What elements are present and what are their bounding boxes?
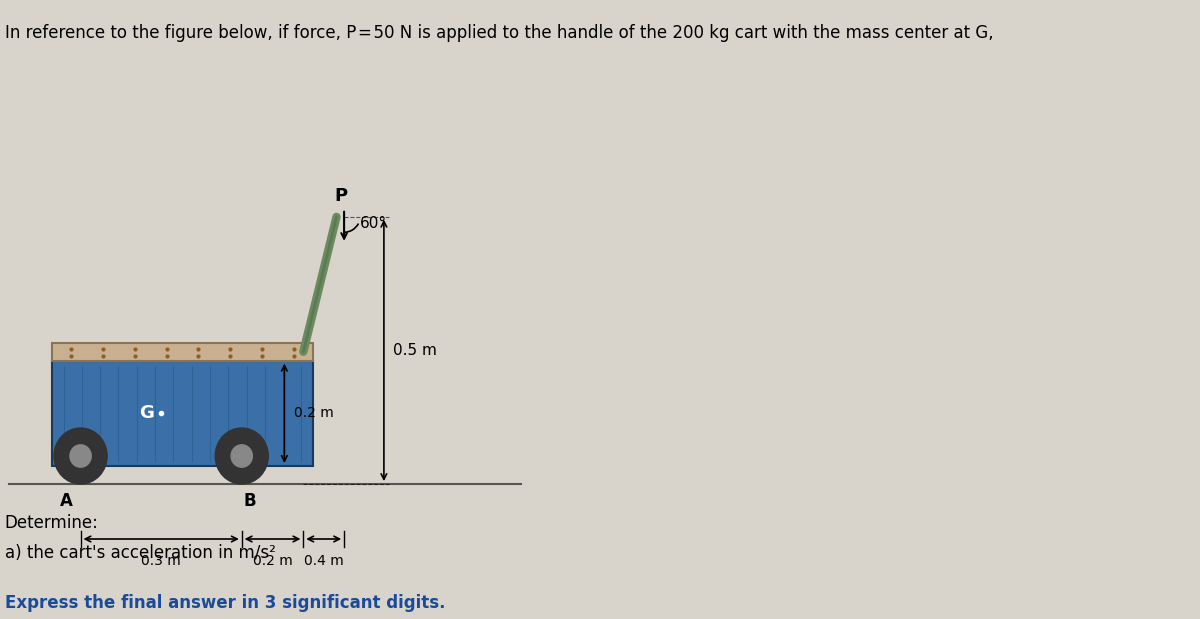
Circle shape (54, 428, 107, 484)
FancyBboxPatch shape (52, 361, 313, 466)
Text: Express the final answer in 3 significant digits.: Express the final answer in 3 significan… (5, 594, 445, 612)
Text: 0.4 m: 0.4 m (304, 554, 343, 568)
Text: A: A (60, 492, 73, 510)
Circle shape (70, 445, 91, 467)
Text: 0.2 m: 0.2 m (294, 406, 334, 420)
Text: 0.5 m: 0.5 m (394, 343, 437, 358)
Text: P: P (335, 187, 348, 205)
Text: B: B (244, 492, 257, 510)
Text: a) the cart's acceleration in m/s²: a) the cart's acceleration in m/s² (5, 544, 276, 562)
Text: 60°: 60° (360, 216, 388, 232)
Text: In reference to the figure below, if force, P = 50 N is applied to the handle of: In reference to the figure below, if for… (5, 24, 994, 42)
Text: 0.2 m: 0.2 m (253, 554, 293, 568)
Text: Determine:: Determine: (5, 514, 98, 532)
Text: 0.3 m: 0.3 m (142, 554, 181, 568)
FancyBboxPatch shape (52, 343, 313, 361)
Circle shape (232, 445, 252, 467)
Text: G: G (139, 404, 155, 422)
Circle shape (215, 428, 269, 484)
